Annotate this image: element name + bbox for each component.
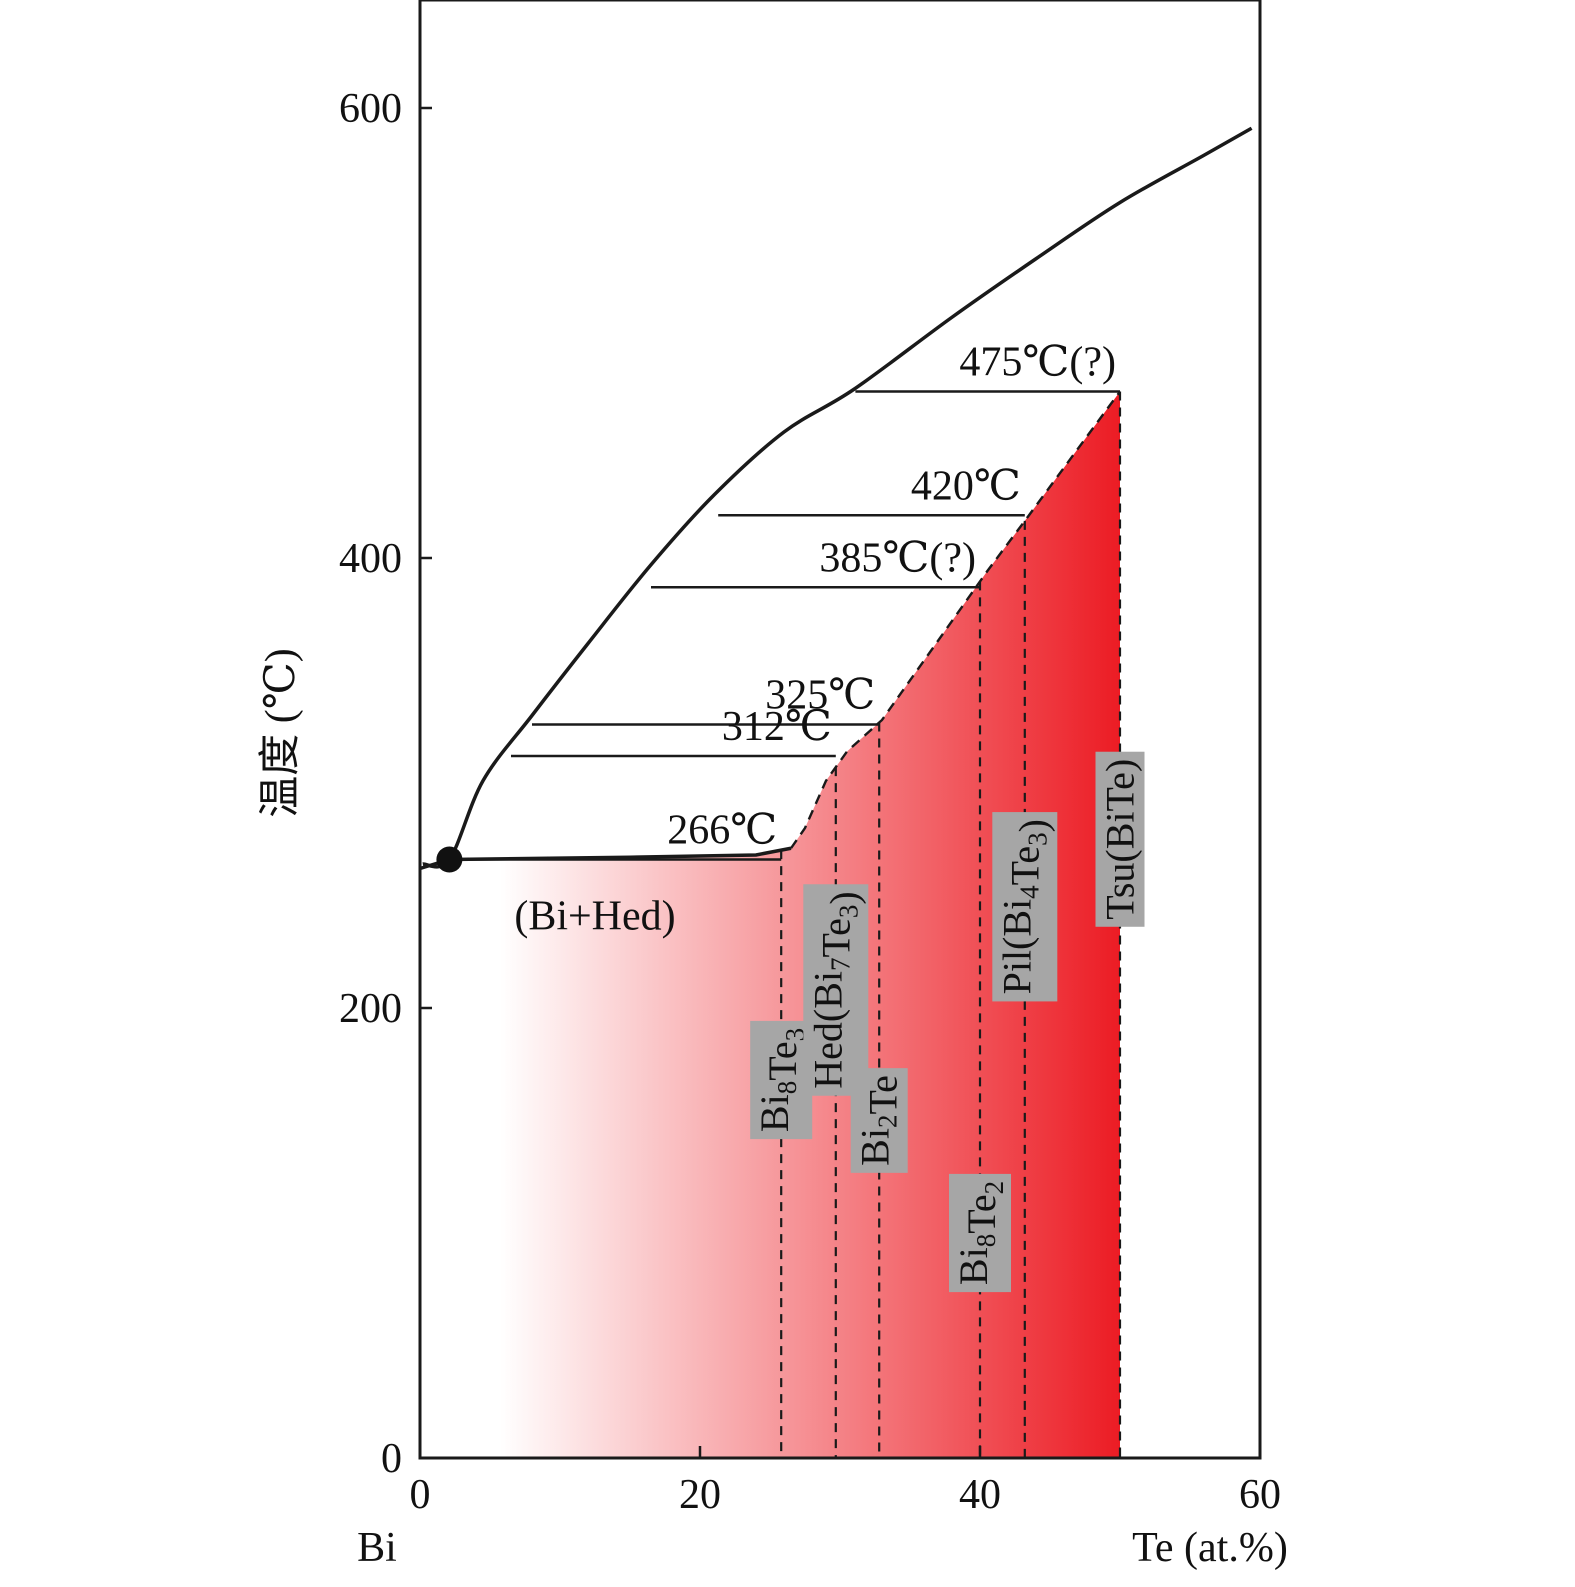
isotherm-label-0: 266℃ [667,808,777,854]
phase-label-text-5: Tsu(BiTe) [1098,759,1143,920]
eutectic-point [436,846,463,873]
x-axis-left-label: Bi [357,1525,397,1571]
x-tick-label-3: 60 [1239,1472,1281,1518]
phase-label-text-4: Pil(Bi4Te3) [994,819,1055,994]
solvus-dashed-line [790,390,1121,849]
x-tick-label-0: 0 [410,1472,431,1518]
y-tick-label-1: 200 [339,986,402,1032]
phase-label-3: Bi8Te2 [949,1173,1011,1293]
y-axis-title: 温度 (℃) [258,648,304,817]
x-axis-title: Te (at.%) [1132,1525,1288,1571]
isotherm-label-2: 325℃ [765,673,875,719]
phase-label-5: Tsu(BiTe) [1095,751,1145,927]
y-tick-label-0: 0 [381,1436,402,1482]
isotherm-label-5: 475℃(?) [959,340,1116,386]
phase-label-0: Bi8Te3 [750,1020,813,1140]
phase-label-4: Pil(Bi4Te3) [992,812,1058,1002]
phase-label-text-1: Hed(Bi7Te3) [805,891,866,1089]
y-tick-label-3: 600 [339,86,402,132]
y-tick-label-2: 400 [339,536,402,582]
phase-label-box-5 [1095,751,1145,927]
phase-label-1: Hed(Bi7Te3) [803,884,869,1096]
phase-label-box-1 [803,884,869,1096]
phase-label-box-3 [949,1173,1011,1293]
solid-phase-region [420,391,1120,1458]
phase-label-text-2: Bi2Te [853,1075,906,1166]
phase-label-box-4 [992,812,1058,1002]
isotherm-label-4: 420℃ [911,463,1021,509]
phase-label-box-2 [850,1068,908,1173]
phase-label-box-0 [750,1020,813,1140]
liquidus-curve [422,126,1253,869]
phase-label-2: Bi2Te [850,1068,908,1173]
x-tick-label-2: 40 [959,1472,1001,1518]
isotherm-label-3: 385℃(?) [819,535,976,581]
x-tick-label-1: 20 [679,1472,721,1518]
plot-frame [418,0,1262,1460]
phase-label-text-3: Bi8Te2 [951,1181,1009,1285]
phase-label-text-0: Bi8Te3 [752,1028,810,1132]
region-label-bi-hed: (Bi+Hed) [514,893,675,939]
isotherm-label-1: 312℃ [722,704,832,750]
